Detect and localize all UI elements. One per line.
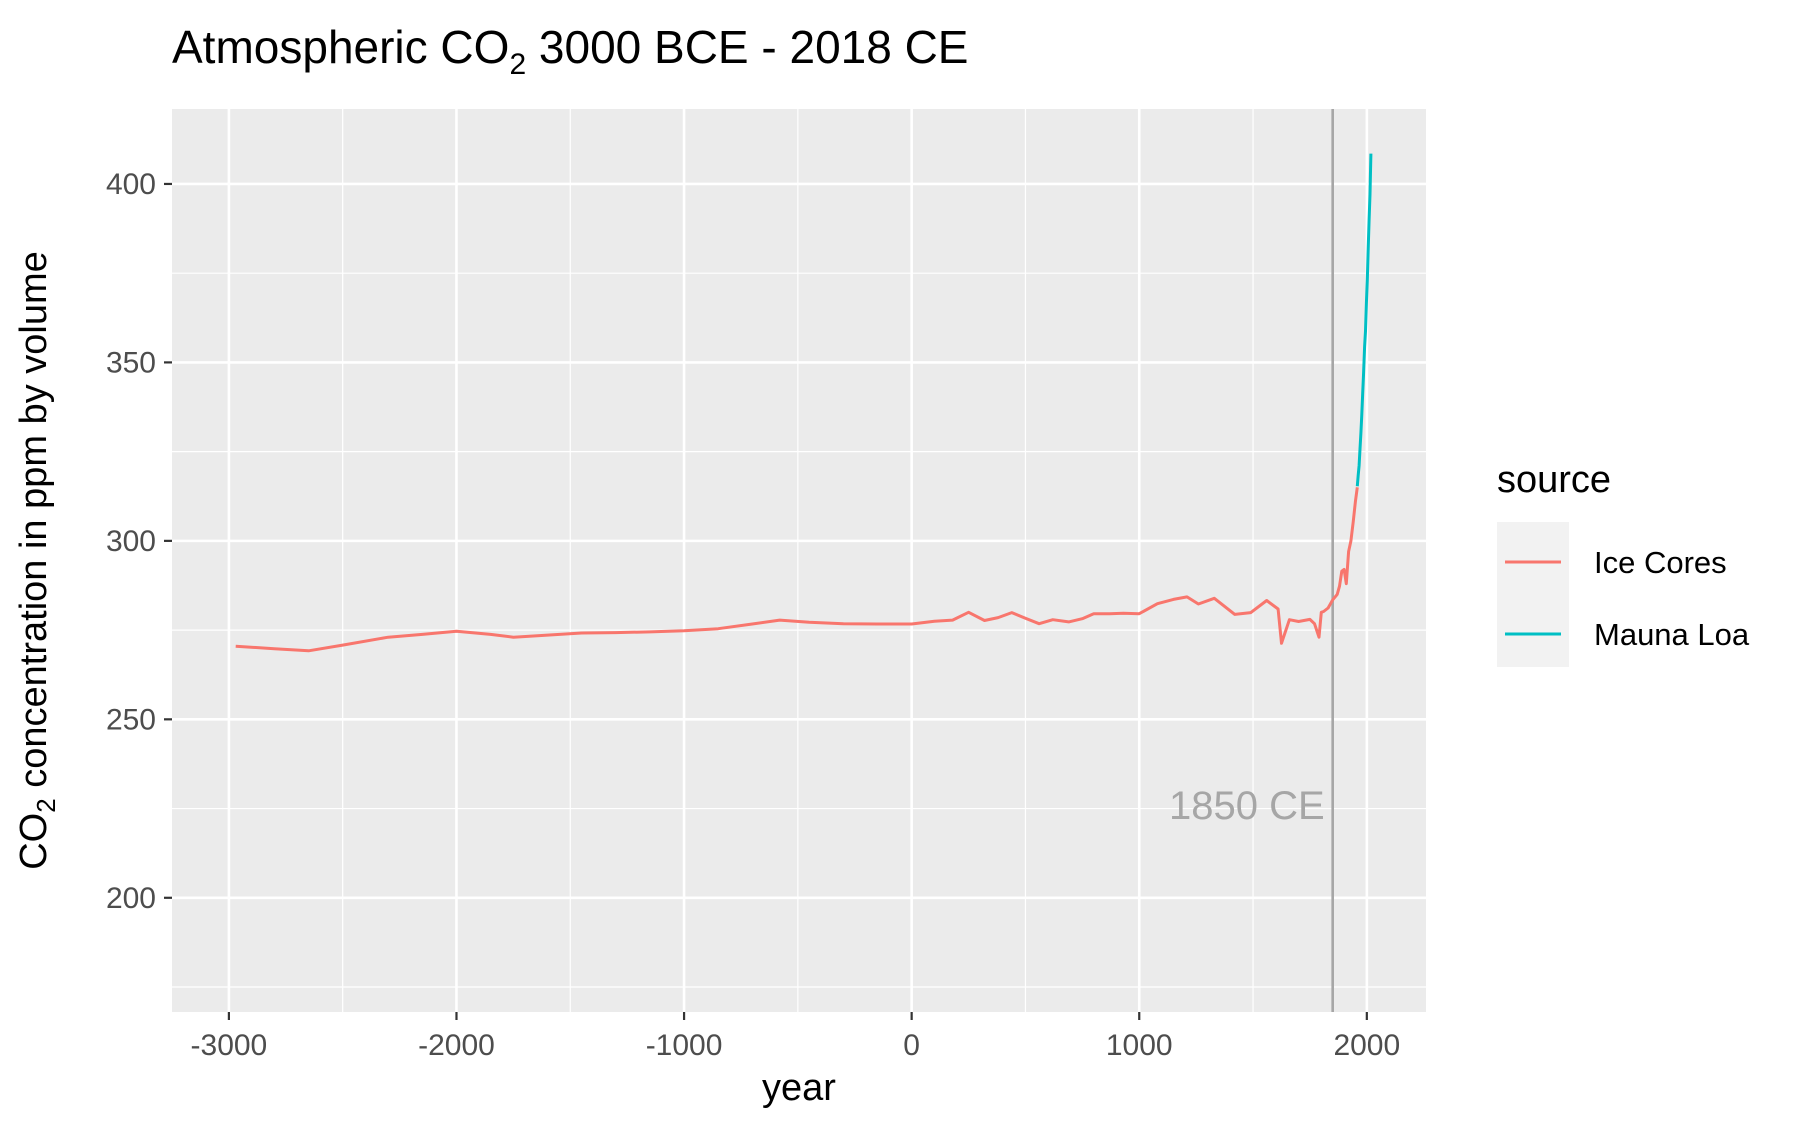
- x-tick-label: 2000: [1333, 1029, 1400, 1062]
- y-tick-label: 400: [106, 168, 156, 201]
- x-tick-label: -2000: [418, 1029, 495, 1062]
- x-tick-label: -3000: [191, 1029, 268, 1062]
- y-tick-label: 350: [106, 346, 156, 379]
- legend: source Ice Cores Mauna Loa: [1497, 459, 1750, 667]
- legend-label: Mauna Loa: [1594, 617, 1750, 652]
- legend-title: source: [1497, 459, 1611, 501]
- y-tick-label: 200: [106, 882, 156, 915]
- legend-key-background: [1497, 522, 1569, 667]
- chart-title: Atmospheric CO2 3000 BCE - 2018 CE: [172, 21, 969, 81]
- x-axis: -3000 -2000 -1000 0 1000 2000: [191, 1012, 1401, 1062]
- y-tick-label: 250: [106, 703, 156, 736]
- y-axis-title: CO2 concentration in ppm by volume: [13, 251, 61, 870]
- y-tick-label: 300: [106, 525, 156, 558]
- x-axis-title: year: [762, 1067, 836, 1109]
- x-tick-label: 0: [903, 1029, 920, 1062]
- legend-label: Ice Cores: [1594, 545, 1727, 580]
- reference-line-label: 1850 CE: [1169, 784, 1325, 828]
- x-tick-label: -1000: [646, 1029, 723, 1062]
- plot-panel: [172, 109, 1426, 1012]
- x-tick-label: 1000: [1106, 1029, 1173, 1062]
- y-axis: 200 250 300 350 400: [106, 168, 172, 915]
